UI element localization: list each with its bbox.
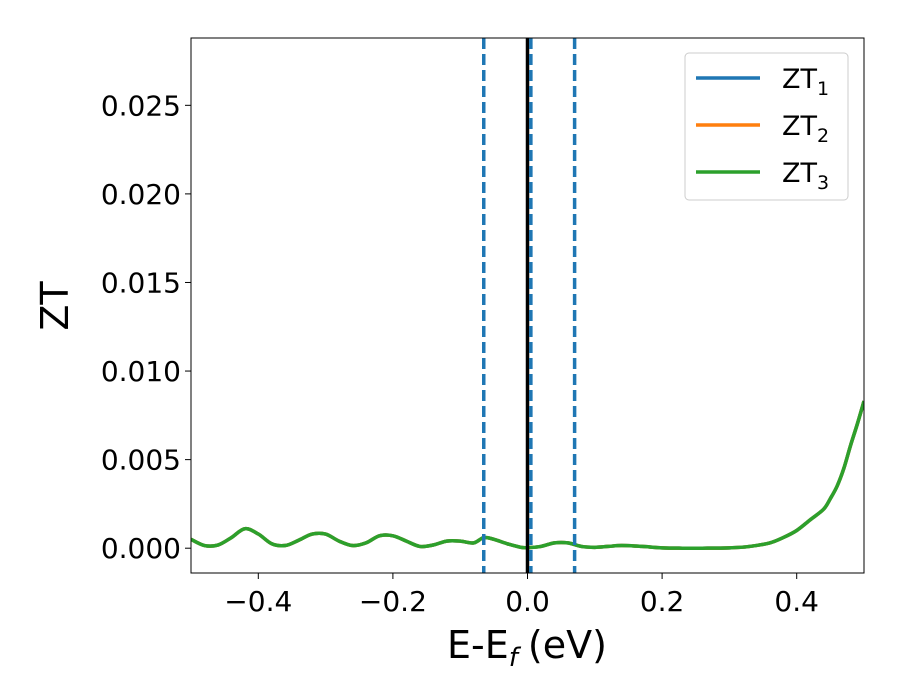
y-tick-label: 0.010 <box>101 355 181 388</box>
legend-label-2: ZT2 <box>782 111 829 147</box>
legend-label-3: ZT3 <box>782 158 829 194</box>
legend-box <box>684 52 849 201</box>
x-axis-ticks: −0.4 −0.2 0.0 0.2 0.4 <box>224 573 819 618</box>
x-tick-label: −0.4 <box>224 585 292 618</box>
x-tick-label: 0.4 <box>774 585 819 618</box>
plot-area <box>191 400 864 550</box>
y-tick-label: 0.005 <box>101 444 181 477</box>
x-tick-label: −0.2 <box>359 585 427 618</box>
x-axis-label-subscript: f <box>509 643 522 673</box>
series-line-3 <box>191 400 864 550</box>
y-tick-label: 0.025 <box>101 89 181 122</box>
legend: ZT1 ZT2 ZT3 <box>684 52 849 201</box>
x-tick-label: 0.0 <box>505 585 550 618</box>
vertical-lines <box>482 38 577 573</box>
x-tick-label: 0.2 <box>640 585 685 618</box>
y-tick-label: 0.015 <box>101 266 181 299</box>
y-tick-label: 0.020 <box>101 178 181 211</box>
y-axis-label: ZT <box>33 281 77 331</box>
legend-label-1: ZT1 <box>782 64 829 100</box>
y-tick-label: 0.000 <box>101 532 181 565</box>
y-axis-ticks: 0.000 0.005 0.010 0.015 0.020 0.025 <box>101 89 191 565</box>
x-axis-label: E-Ef (eV) <box>447 623 607 673</box>
